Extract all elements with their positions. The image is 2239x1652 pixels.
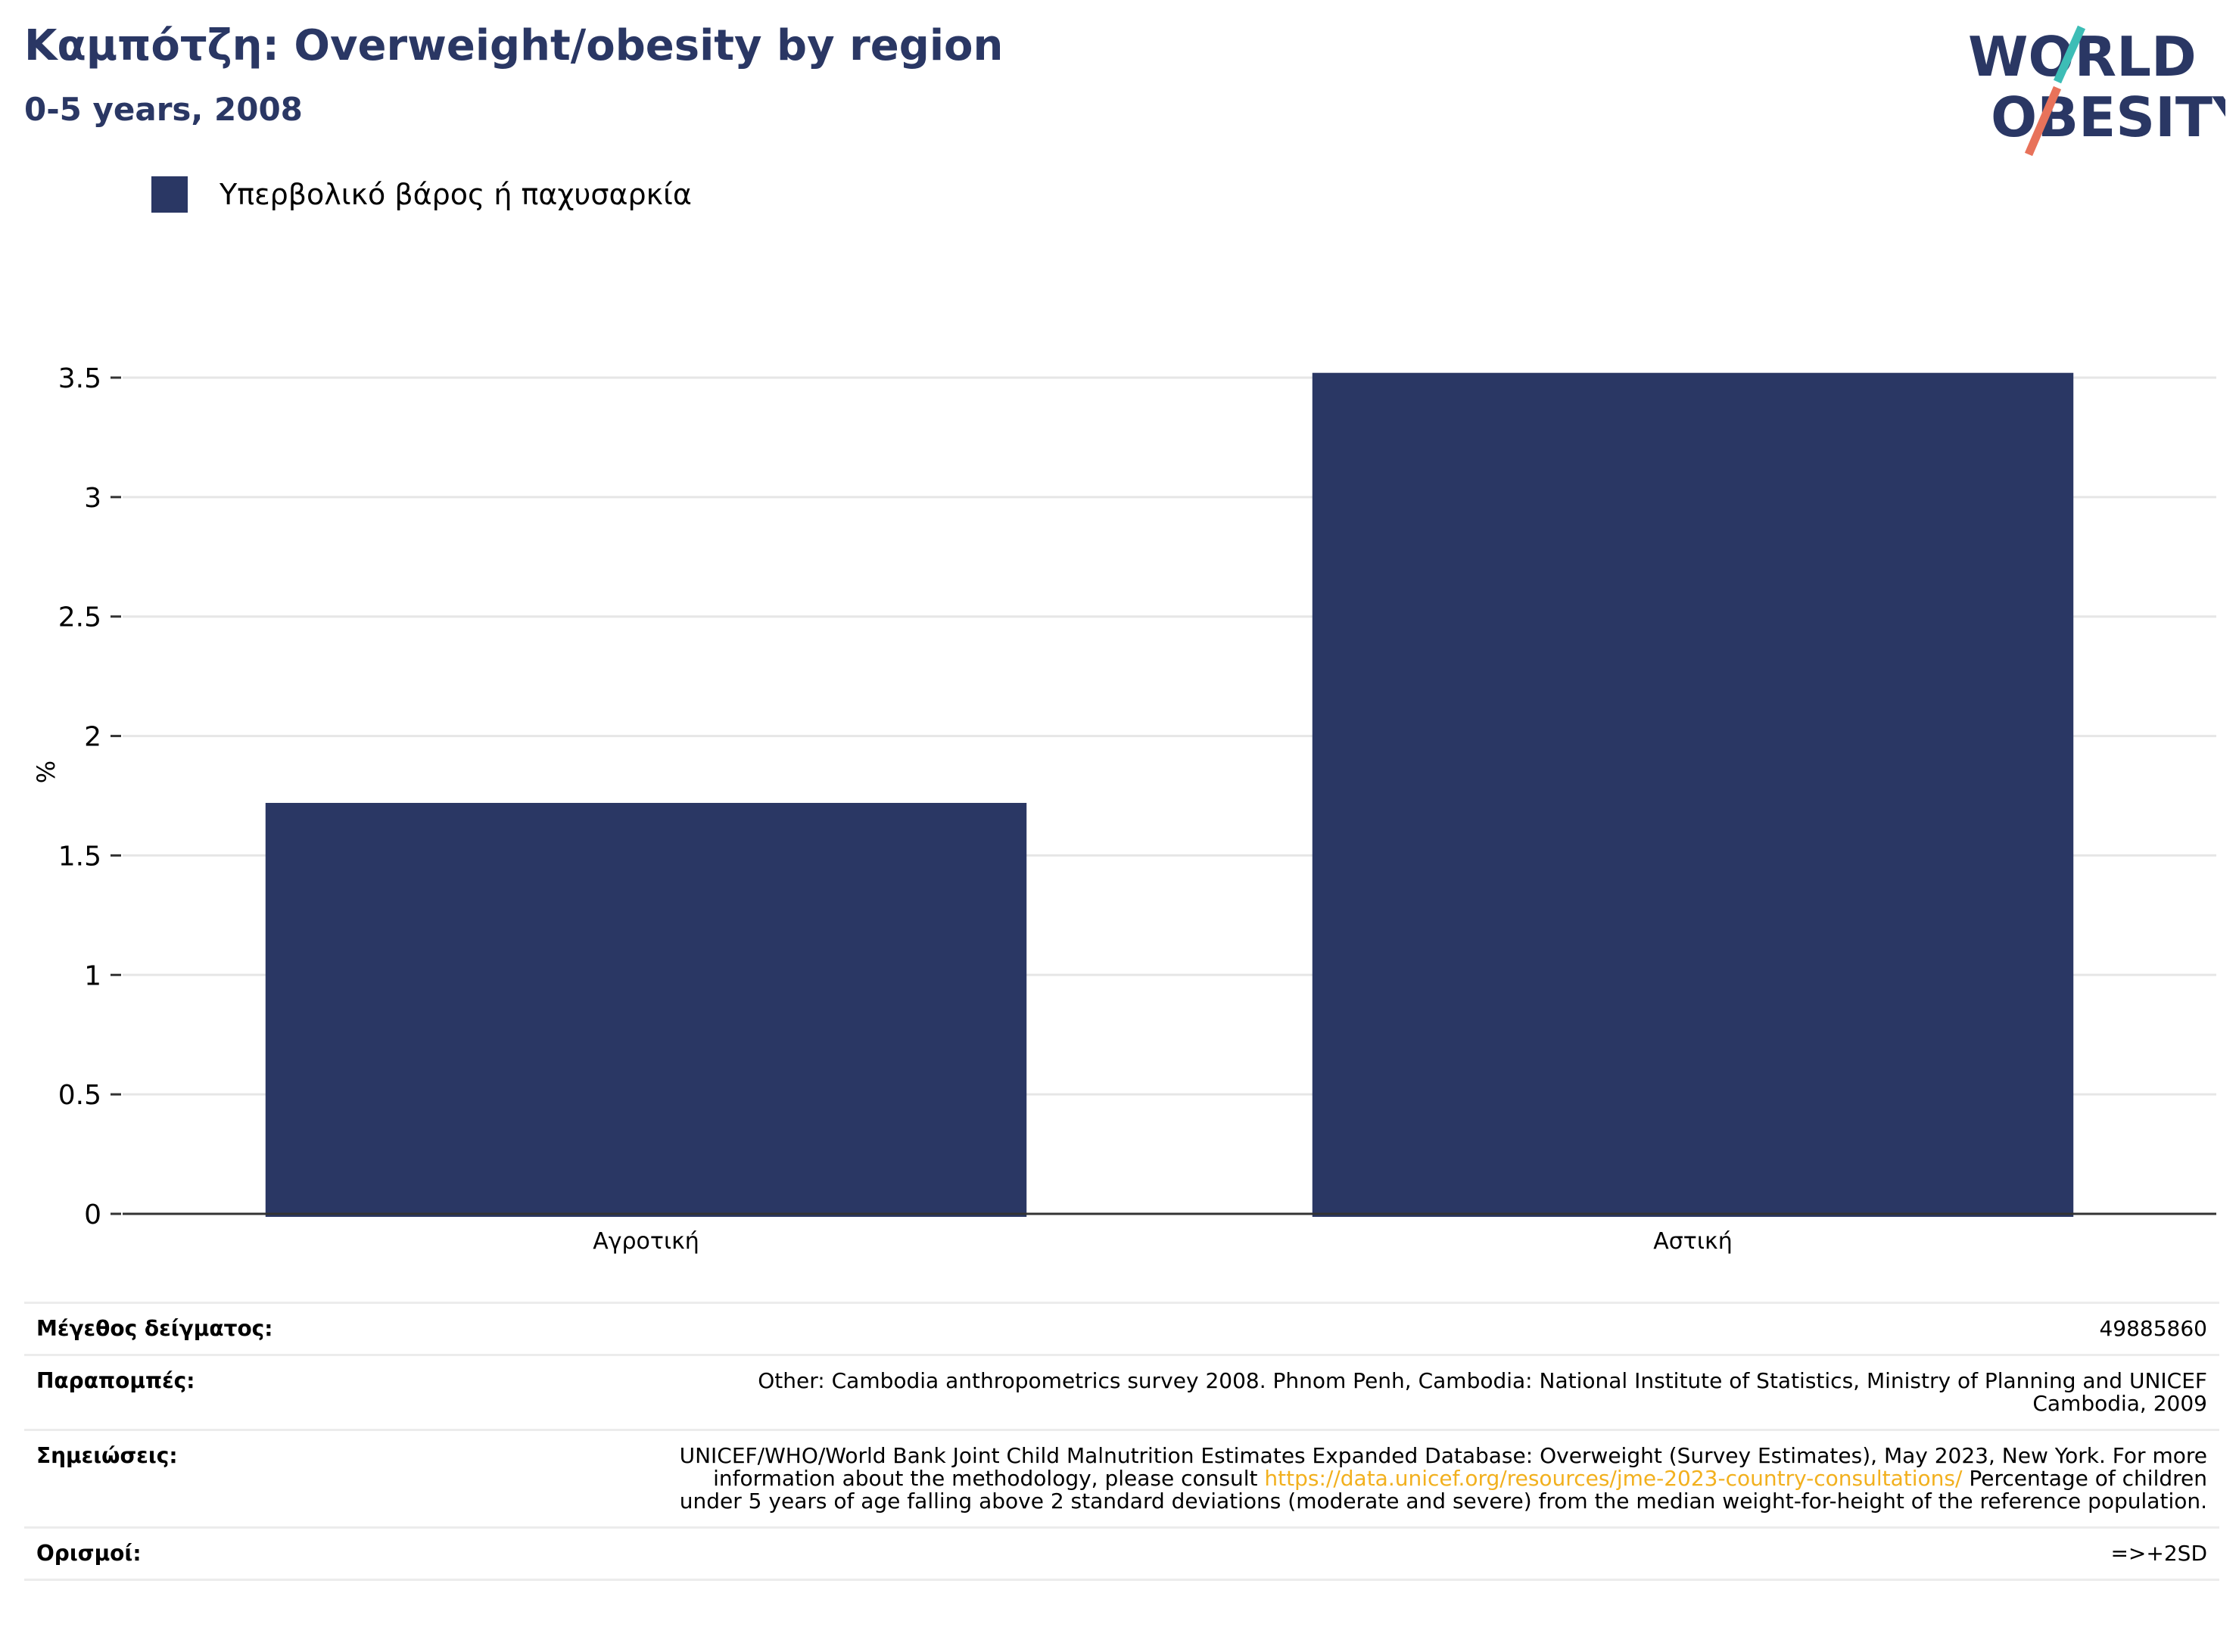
definitions-value: =>+2SD xyxy=(2110,1541,2207,1566)
remarks-text-before: UNICEF/WHO/World Bank Joint Child Malnut… xyxy=(679,1443,2207,1491)
bar-chart: 0 0.5 1 1.5 2 2.5 3 3.5 Αγροτική Αστική % xyxy=(32,363,2216,1255)
sample-size-value: 49885860 xyxy=(2099,1316,2207,1341)
references-label: Παραπομπές: xyxy=(36,1368,195,1393)
bars xyxy=(265,372,2074,1218)
remarks-value: UNICEF/WHO/World Bank Joint Child Malnut… xyxy=(648,1445,2207,1513)
y-tick-label: 0.5 xyxy=(58,1080,101,1111)
y-axis-ticks: 0 0.5 1 1.5 2 2.5 3 3.5 xyxy=(58,363,121,1230)
y-tick-label: 2 xyxy=(84,722,101,753)
x-tick-label: Αγροτική xyxy=(593,1228,699,1255)
bar-2 xyxy=(1312,372,2074,1218)
chart-subtitle: 0-5 years, 2008 xyxy=(24,91,303,128)
world-obesity-logo: WORLD OBESITY xyxy=(1968,25,2225,157)
y-tick-label: 1.5 xyxy=(58,841,101,872)
logo-text-obesity: OBESITY xyxy=(1991,86,2225,149)
y-tick-label: 3 xyxy=(84,483,101,514)
references-value: Other: Cambodia anthropometrics survey 2… xyxy=(758,1368,2207,1416)
methodology-link[interactable]: https://data.unicef.org/resources/jme-20… xyxy=(1264,1466,1963,1491)
y-tick-label: 2.5 xyxy=(58,602,101,633)
chart-title: Καμπότζη: Overweight/obesity by region xyxy=(24,21,1004,70)
logo-slash-coral xyxy=(2024,86,2062,157)
y-tick-label: 3.5 xyxy=(58,363,101,394)
chart-legend: Υπερβολικό βάρος ή παχυσαρκία xyxy=(151,176,692,213)
sample-size-label: Μέγεθος δείγματος: xyxy=(36,1316,273,1341)
remarks-row: Σημειώσεις: UNICEF/WHO/World Bank Joint … xyxy=(24,1429,2219,1526)
notes-table: Μέγεθος δείγματος: 49885860 Παραπομπές: … xyxy=(24,1302,2219,1581)
y-axis-label: % xyxy=(32,761,61,783)
references-row: Παραπομπές: Other: Cambodia anthropometr… xyxy=(24,1354,2219,1429)
definitions-label: Ορισμοί: xyxy=(36,1541,142,1566)
y-tick-label: 1 xyxy=(84,960,101,991)
sample-size-row: Μέγεθος δείγματος: 49885860 xyxy=(24,1302,2219,1354)
bar-1 xyxy=(265,802,1027,1217)
definitions-row: Ορισμοί: =>+2SD xyxy=(24,1526,2219,1581)
y-tick-label: 0 xyxy=(84,1199,101,1230)
x-axis-ticks: Αγροτική Αστική xyxy=(593,1228,1733,1255)
logo-slash-teal xyxy=(2053,25,2086,84)
legend-swatch xyxy=(151,176,188,213)
x-tick-label: Αστική xyxy=(1653,1228,1732,1255)
remarks-label: Σημειώσεις: xyxy=(36,1443,178,1468)
legend-label: Υπερβολικό βάρος ή παχυσαρκία xyxy=(220,178,692,211)
remarks-text-after: Percentage of children under 5 years of … xyxy=(679,1466,2207,1514)
